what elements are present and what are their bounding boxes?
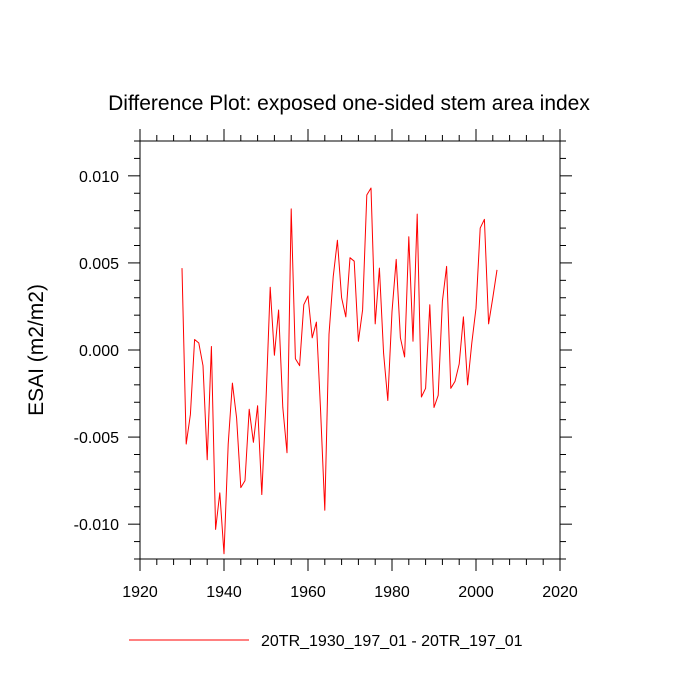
y-tick-label: 0.000 [79, 343, 119, 360]
data-series-line [181, 187, 498, 555]
y-tick-label: 0.005 [79, 256, 119, 273]
minor-ticks [134, 135, 566, 565]
chart-title: Difference Plot: exposed one-sided stem … [108, 92, 590, 115]
plot-area: 1920 1940 1960 1980 2000 2020 -0.010 -0.005 0.00… [74, 129, 578, 601]
major-ticks [128, 129, 572, 571]
legend: 20TR_1930_197_01 - 20TR_197_01 [129, 633, 523, 650]
legend-label: 20TR_1930_197_01 - 20TR_197_01 [261, 633, 523, 650]
y-tick-label: -0.005 [74, 430, 119, 447]
tick-labels: 1920 1940 1960 1980 2000 2020 -0.010 -0.005 0.00… [74, 169, 578, 601]
x-tick-label: 2020 [542, 584, 578, 601]
x-tick-label: 1980 [374, 584, 410, 601]
y-tick-label: 0.010 [79, 169, 119, 186]
y-axis-label: ESAI (m2/m2) [25, 284, 48, 416]
y-tick-label: -0.010 [74, 517, 119, 534]
x-tick-label: 2000 [458, 584, 494, 601]
x-tick-label: 1920 [122, 584, 158, 601]
x-tick-label: 1960 [290, 584, 326, 601]
plot-frame [139, 140, 561, 560]
x-tick-label: 1940 [206, 584, 242, 601]
